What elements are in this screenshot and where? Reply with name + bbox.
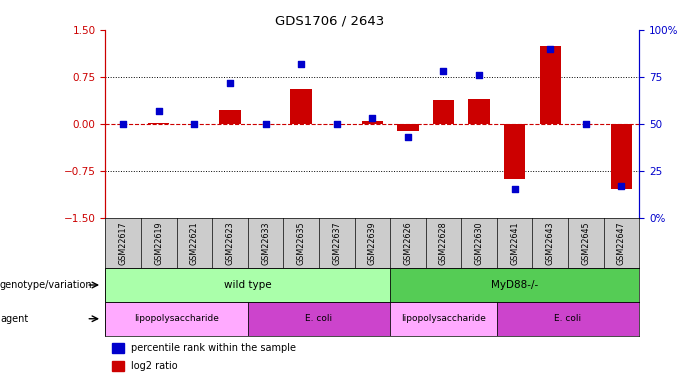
Text: lipopolysaccharide: lipopolysaccharide: [401, 314, 486, 323]
Text: wild type: wild type: [224, 280, 271, 290]
Point: [118, 121, 129, 127]
Text: lipopolysaccharide: lipopolysaccharide: [134, 314, 219, 323]
Point: [581, 121, 592, 127]
Text: MyD88-/-: MyD88-/-: [491, 280, 539, 290]
Bar: [362, 121, 383, 124]
Point: [296, 61, 307, 67]
Point: [224, 80, 235, 86]
Text: GSM22621: GSM22621: [190, 222, 199, 265]
Point: [260, 121, 271, 127]
Point: [153, 108, 165, 114]
Text: E. coli: E. coli: [554, 314, 581, 323]
Text: GSM22619: GSM22619: [154, 222, 163, 265]
Point: [367, 115, 378, 121]
Point: [331, 121, 342, 127]
Bar: [432, 100, 454, 124]
Point: [189, 121, 200, 127]
Point: [403, 134, 413, 140]
Bar: [219, 110, 241, 124]
Text: agent: agent: [0, 314, 29, 324]
Title: GDS1706 / 2643: GDS1706 / 2643: [275, 15, 384, 27]
Bar: [148, 123, 169, 124]
Point: [616, 183, 627, 189]
Point: [473, 72, 484, 78]
Bar: [105, 302, 248, 336]
Text: GSM22643: GSM22643: [546, 222, 555, 265]
Text: GSM22641: GSM22641: [510, 222, 519, 265]
Point: [545, 46, 556, 52]
Text: GSM22623: GSM22623: [226, 222, 235, 265]
Bar: [290, 89, 312, 124]
Point: [438, 68, 449, 74]
Text: GSM22639: GSM22639: [368, 222, 377, 265]
Bar: [611, 124, 632, 189]
Text: E. coli: E. coli: [305, 314, 333, 323]
Bar: [397, 124, 419, 131]
Bar: [504, 124, 526, 179]
Bar: [390, 302, 497, 336]
Bar: [105, 268, 390, 302]
Bar: [539, 46, 561, 124]
Text: log2 ratio: log2 ratio: [131, 361, 178, 371]
Text: genotype/variation: genotype/variation: [0, 280, 92, 290]
Text: GSM22645: GSM22645: [581, 222, 590, 265]
Text: GSM22647: GSM22647: [617, 222, 626, 265]
Text: GSM22626: GSM22626: [403, 222, 412, 265]
Text: GSM22617: GSM22617: [119, 222, 128, 265]
Point: [509, 186, 520, 192]
Bar: [497, 302, 639, 336]
Bar: [248, 302, 390, 336]
Text: GSM22635: GSM22635: [296, 222, 305, 265]
Text: GSM22633: GSM22633: [261, 222, 270, 265]
Text: GSM22628: GSM22628: [439, 222, 448, 265]
Text: GSM22630: GSM22630: [475, 222, 483, 265]
Text: GSM22637: GSM22637: [333, 222, 341, 265]
Text: percentile rank within the sample: percentile rank within the sample: [131, 343, 296, 353]
Bar: [469, 99, 490, 124]
Bar: [390, 268, 639, 302]
